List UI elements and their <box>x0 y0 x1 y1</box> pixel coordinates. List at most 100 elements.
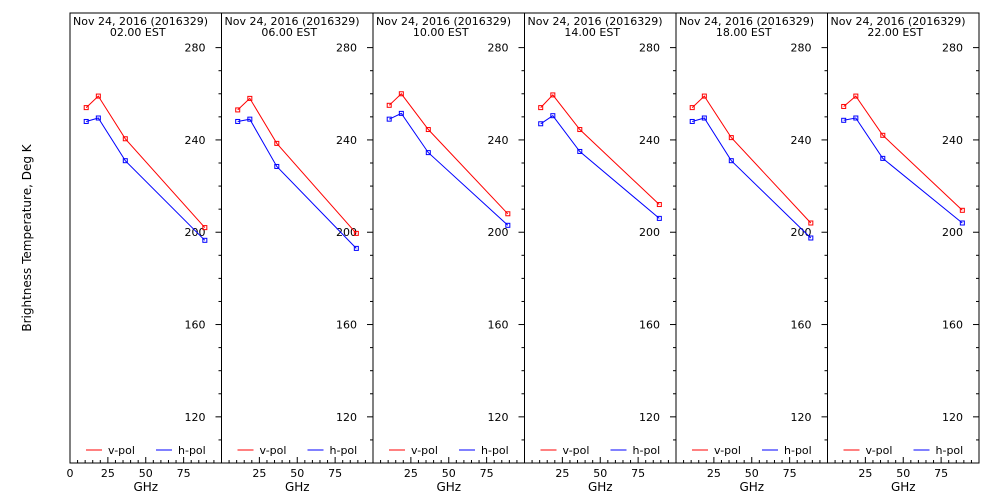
data-point-v-pol-3-3 <box>425 127 431 133</box>
x-axis-label-4: GHz <box>588 480 613 494</box>
data-point-v-pol-1-3 <box>122 136 128 142</box>
x-tick-label-3-25: 25 <box>404 467 418 480</box>
data-point-h-pol-5-2 <box>701 115 707 121</box>
data-point-v-pol-3-1 <box>386 102 392 108</box>
series-line-h-pol-6 <box>843 117 963 224</box>
x-axis-label-1: GHz <box>133 480 158 494</box>
data-point-h-pol-2-1 <box>235 118 241 124</box>
x-tick-label-6-50: 50 <box>896 467 910 480</box>
y-tick-label-5-200: 200 <box>791 226 812 239</box>
y-tick-label-1-160: 160 <box>185 319 206 332</box>
data-point-h-pol-1-3 <box>122 158 128 164</box>
y-tick-label-2-280: 280 <box>336 42 357 55</box>
data-point-h-pol-5-3 <box>728 158 734 164</box>
data-point-h-pol-5-1 <box>689 118 695 124</box>
data-point-v-pol-2-1 <box>235 107 241 113</box>
data-point-v-pol-4-2 <box>550 92 556 98</box>
y-tick-label-1-240: 240 <box>185 134 206 147</box>
panel-title-2: Nov 24, 2016 (2016329) <box>225 15 360 28</box>
y-tick-label-6-280: 280 <box>942 42 963 55</box>
data-point-v-pol-1-2 <box>95 93 101 99</box>
panel-title-5: Nov 24, 2016 (2016329) <box>679 15 814 28</box>
legend-label-h-pol-6: h-pol <box>936 444 964 457</box>
x-tick-label-5-25: 25 <box>707 467 721 480</box>
data-point-h-pol-5-4 <box>808 235 814 241</box>
data-point-v-pol-6-3 <box>880 132 886 138</box>
x-tick-label-6-75: 75 <box>934 467 948 480</box>
data-point-v-pol-3-2 <box>398 91 404 97</box>
series-line-v-pol-5 <box>691 95 812 224</box>
data-point-h-pol-6-4 <box>959 220 965 226</box>
legend-label-h-pol-4: h-pol <box>633 444 661 457</box>
x-tick-label-3-75: 75 <box>480 467 494 480</box>
x-tick-label-5-75: 75 <box>783 467 797 480</box>
series-line-v-pol-4 <box>540 94 660 205</box>
y-tick-label-4-120: 120 <box>639 411 660 424</box>
data-point-h-pol-4-3 <box>577 148 583 154</box>
x-tick-label-2-50: 50 <box>290 467 304 480</box>
data-point-h-pol-6-1 <box>841 117 847 123</box>
x-tick-label-1-50: 50 <box>139 467 153 480</box>
data-point-v-pol-6-4 <box>959 207 965 213</box>
x-tick-label-2-75: 75 <box>328 467 342 480</box>
data-point-h-pol-1-4 <box>202 237 208 243</box>
data-point-v-pol-6-1 <box>841 103 847 109</box>
y-tick-label-3-240: 240 <box>488 134 509 147</box>
legend-label-v-pol-3: v-pol <box>411 444 438 457</box>
panel-title-1: Nov 24, 2016 (2016329) <box>73 15 208 28</box>
series-line-h-pol-3 <box>388 112 509 226</box>
data-point-v-pol-1-4 <box>202 225 208 231</box>
x-tick-label-1-25: 25 <box>101 467 115 480</box>
y-tick-label-6-240: 240 <box>942 134 963 147</box>
y-tick-label-5-280: 280 <box>791 42 812 55</box>
y-tick-label-5-160: 160 <box>791 319 812 332</box>
x-tick-label-3-50: 50 <box>442 467 456 480</box>
y-tick-label-6-160: 160 <box>942 319 963 332</box>
panel-subtitle-5: 18.00 EST <box>716 26 772 39</box>
series-line-h-pol-2 <box>237 118 357 249</box>
x-tick-label-4-75: 75 <box>631 467 645 480</box>
series-line-v-pol-3 <box>388 93 509 215</box>
panel-subtitle-1: 02.00 EST <box>110 26 166 39</box>
data-point-h-pol-3-4 <box>505 222 511 228</box>
y-tick-label-4-280: 280 <box>639 42 660 55</box>
y-tick-label-3-120: 120 <box>488 411 509 424</box>
y-tick-label-6-200: 200 <box>942 226 963 239</box>
series-line-v-pol-2 <box>237 97 357 234</box>
y-tick-label-2-240: 240 <box>336 134 357 147</box>
panel-subtitle-6: 22.00 EST <box>867 26 923 39</box>
data-point-v-pol-2-4 <box>353 230 359 236</box>
y-tick-label-3-200: 200 <box>488 226 509 239</box>
x-tick-label-6-25: 25 <box>858 467 872 480</box>
data-point-h-pol-4-1 <box>538 121 544 127</box>
y-tick-label-5-240: 240 <box>791 134 812 147</box>
series-line-h-pol-5 <box>692 117 812 239</box>
legend-label-v-pol-4: v-pol <box>563 444 590 457</box>
panel-subtitle-3: 10.00 EST <box>413 26 469 39</box>
x-tick-label-4-50: 50 <box>593 467 607 480</box>
panel-title-6: Nov 24, 2016 (2016329) <box>831 15 966 28</box>
data-point-v-pol-6-2 <box>853 93 859 99</box>
data-point-v-pol-1-1 <box>83 105 89 111</box>
data-point-v-pol-5-4 <box>808 220 814 226</box>
y-tick-label-3-280: 280 <box>488 42 509 55</box>
x-tick-label-2-25: 25 <box>252 467 266 480</box>
panel-subtitle-4: 14.00 EST <box>564 26 620 39</box>
y-tick-label-3-160: 160 <box>488 319 509 332</box>
data-point-h-pol-4-4 <box>656 215 662 221</box>
data-point-h-pol-1-1 <box>83 118 89 124</box>
data-point-v-pol-5-2 <box>701 93 707 99</box>
data-point-h-pol-3-3 <box>425 150 431 156</box>
x-axis-label-6: GHz <box>891 480 916 494</box>
panel-title-3: Nov 24, 2016 (2016329) <box>376 15 511 28</box>
y-tick-label-1-280: 280 <box>185 42 206 55</box>
data-point-h-pol-2-4 <box>353 245 359 251</box>
legend-label-v-pol-5: v-pol <box>714 444 741 457</box>
x-tick-label-5-50: 50 <box>745 467 759 480</box>
data-point-v-pol-2-2 <box>247 95 253 101</box>
y-tick-label-1-120: 120 <box>185 411 206 424</box>
data-point-h-pol-4-2 <box>550 113 556 119</box>
legend-label-v-pol-6: v-pol <box>866 444 893 457</box>
series-line-v-pol-6 <box>843 95 963 211</box>
